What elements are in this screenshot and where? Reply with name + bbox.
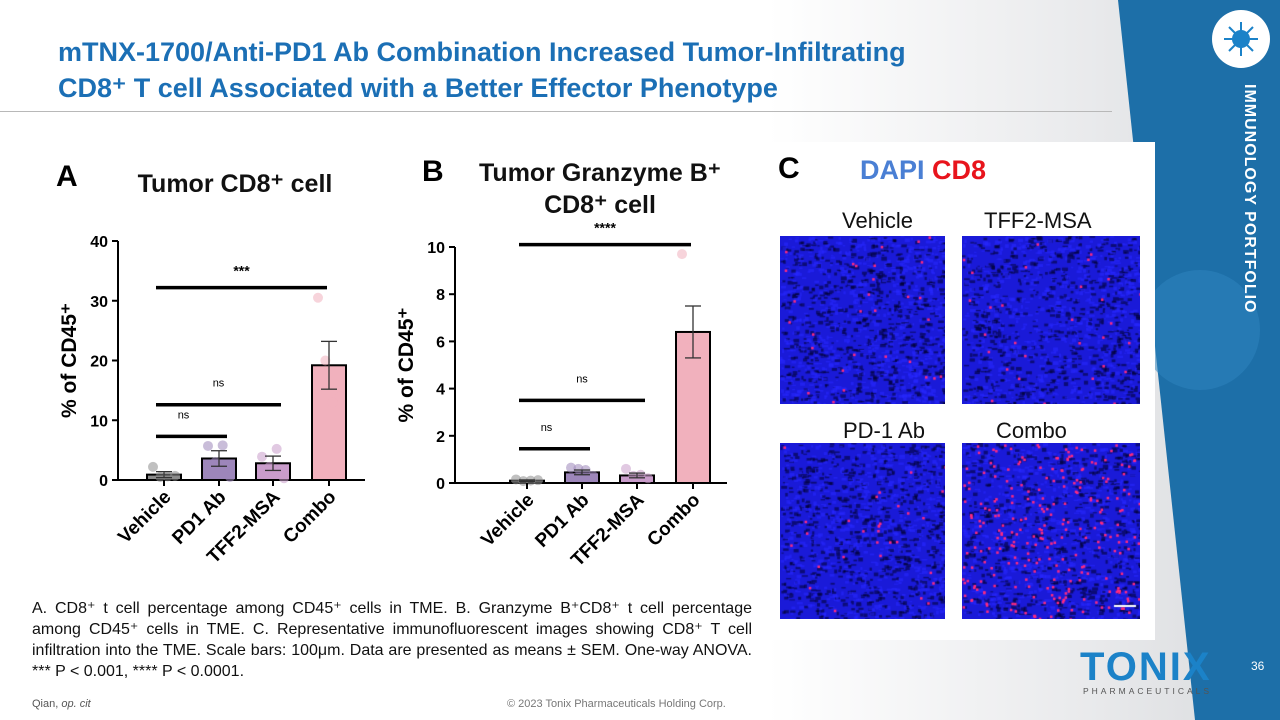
image-label: PD-1 Ab	[843, 418, 925, 443]
panel-b-letter: B	[422, 155, 444, 188]
stain-cd8: CD8	[932, 155, 987, 185]
chart-a-title: Tumor CD8⁺ cell	[137, 170, 333, 198]
significance-label: ns	[178, 409, 190, 421]
data-point	[264, 461, 275, 472]
image-label: TFF2-MSA	[984, 208, 1092, 233]
data-point	[217, 440, 228, 451]
significance-label: ****	[594, 220, 616, 236]
significance-label: ns	[213, 378, 225, 390]
y-tick-label: 40	[90, 234, 108, 251]
title-divider	[0, 111, 1112, 112]
fluorescence-image-pd1	[780, 443, 945, 619]
brand-logo: TONIX	[1080, 645, 1212, 689]
y-tick-label: 0	[436, 476, 445, 493]
data-point	[313, 292, 323, 303]
y-tick-label: 30	[90, 294, 108, 311]
citation: Qian, op. cit	[32, 698, 91, 710]
data-point	[170, 470, 180, 481]
data-point	[621, 463, 631, 474]
y-tick-label: 2	[436, 429, 445, 446]
data-point	[257, 451, 267, 462]
data-point	[320, 355, 331, 366]
data-point	[162, 471, 173, 482]
copyright: © 2023 Tonix Pharmaceuticals Holding Cor…	[507, 698, 726, 710]
immunology-logo-icon	[1212, 10, 1270, 68]
y-axis-label: % of CD45⁺	[58, 303, 81, 418]
fluorescence-image-tff2-msa	[962, 236, 1140, 404]
y-axis-label: % of CD45⁺	[395, 308, 418, 423]
image-label: Vehicle	[842, 208, 913, 233]
data-point	[533, 475, 543, 486]
y-tick-label: 4	[436, 382, 445, 399]
stain-dapi: DAPI	[860, 155, 925, 185]
panel-c-letter: C	[778, 152, 800, 185]
data-point	[210, 457, 221, 468]
data-point	[148, 461, 158, 472]
y-tick-label: 6	[436, 334, 445, 351]
data-point	[203, 440, 213, 451]
data-point	[271, 443, 282, 454]
page-number: 36	[1251, 659, 1265, 673]
significance-label: ns	[576, 373, 588, 385]
y-tick-label: 10	[90, 413, 108, 430]
data-point	[699, 352, 709, 363]
image-label: Combo	[996, 418, 1067, 443]
panel-a-letter: A	[56, 160, 78, 193]
data-point	[327, 397, 338, 408]
data-point	[525, 475, 536, 486]
y-tick-label: 10	[427, 240, 445, 257]
figure-caption: A. CD8⁺ t cell percentage among CD45⁺ ce…	[32, 600, 752, 680]
fluorescence-image-vehicle	[780, 236, 945, 404]
x-tick-label: Combo	[643, 490, 704, 551]
chart-b-title: Tumor Granzyme B⁺ CD8⁺ cell	[479, 159, 721, 219]
data-point	[588, 470, 598, 481]
data-point	[279, 473, 289, 484]
y-tick-label: 20	[90, 354, 108, 371]
data-point	[225, 472, 235, 483]
data-point	[684, 334, 695, 345]
data-point	[566, 462, 576, 473]
y-tick-label: 8	[436, 287, 445, 304]
fluorescence-image-combo	[962, 443, 1140, 619]
page-title: mTNX-1700/Anti-PD1 Ab Combination Increa…	[58, 37, 906, 103]
stain-legend: DAPI CD8	[860, 155, 986, 186]
data-point	[643, 473, 653, 484]
data-point	[573, 463, 584, 474]
brand-subtitle: PHARMACEUTICALS	[1083, 686, 1213, 696]
x-tick-label: Vehicle	[477, 490, 538, 551]
data-point	[677, 249, 687, 260]
significance-label: ns	[541, 422, 553, 434]
significance-label: ***	[233, 263, 250, 279]
data-point	[335, 391, 345, 402]
section-label: IMMUNOLOGY PORTFOLIO	[1241, 84, 1258, 314]
y-tick-label: 0	[99, 473, 108, 490]
